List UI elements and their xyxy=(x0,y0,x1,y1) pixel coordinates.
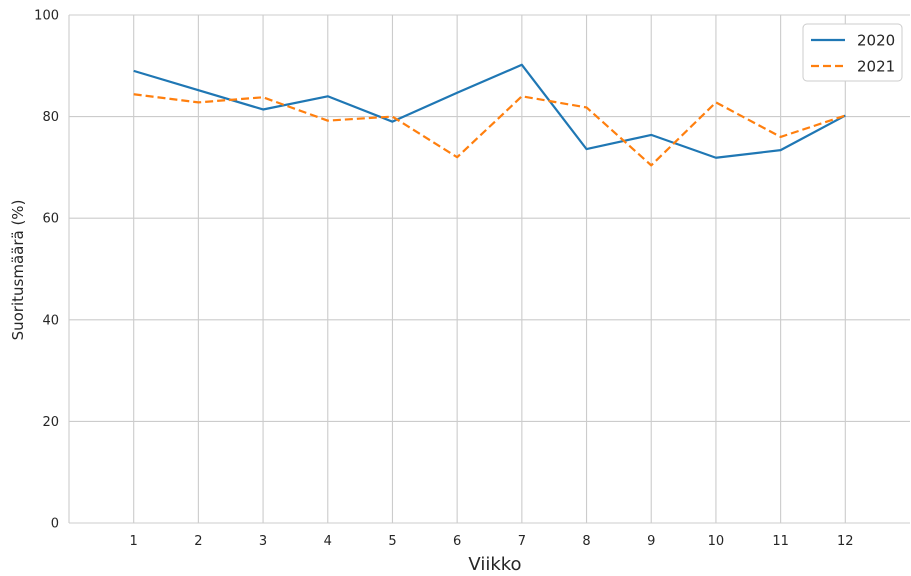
x-axis-ticks: 1 2 3 4 5 6 7 8 9 10 11 12 xyxy=(130,534,854,549)
series-line-2021 xyxy=(133,93,846,167)
x-tick-label: 7 xyxy=(518,534,526,549)
legend: 2020 2021 xyxy=(802,23,903,82)
x-tick-label: 9 xyxy=(647,534,655,549)
legend-label-2020: 2020 xyxy=(857,32,895,50)
x-tick-label: 5 xyxy=(388,534,396,549)
legend-label-2021: 2021 xyxy=(857,58,895,76)
x-tick-label: 12 xyxy=(837,534,854,549)
y-tick-label: 40 xyxy=(42,313,59,328)
x-tick-label: 1 xyxy=(130,534,138,549)
x-tick-label: 4 xyxy=(324,534,332,549)
grid-lines xyxy=(68,14,910,524)
x-tick-label: 3 xyxy=(259,534,267,549)
y-axis-ticks: 0 20 40 60 80 100 xyxy=(34,9,59,532)
y-axis-title: Suoritusmäärä (%) xyxy=(9,200,27,341)
y-tick-label: 0 xyxy=(51,517,59,532)
x-tick-label: 8 xyxy=(582,534,590,549)
x-tick-label: 11 xyxy=(772,534,789,549)
x-tick-label: 10 xyxy=(708,534,725,549)
y-tick-label: 60 xyxy=(42,212,59,227)
series-line-2020 xyxy=(133,63,846,159)
x-axis-title: Viikko xyxy=(468,554,521,572)
y-tick-label: 20 xyxy=(42,415,59,430)
series-lines xyxy=(133,63,846,167)
y-tick-label: 80 xyxy=(42,110,59,125)
y-tick-label: 100 xyxy=(34,9,59,24)
x-tick-label: 2 xyxy=(194,534,202,549)
x-tick-label: 6 xyxy=(453,534,461,549)
